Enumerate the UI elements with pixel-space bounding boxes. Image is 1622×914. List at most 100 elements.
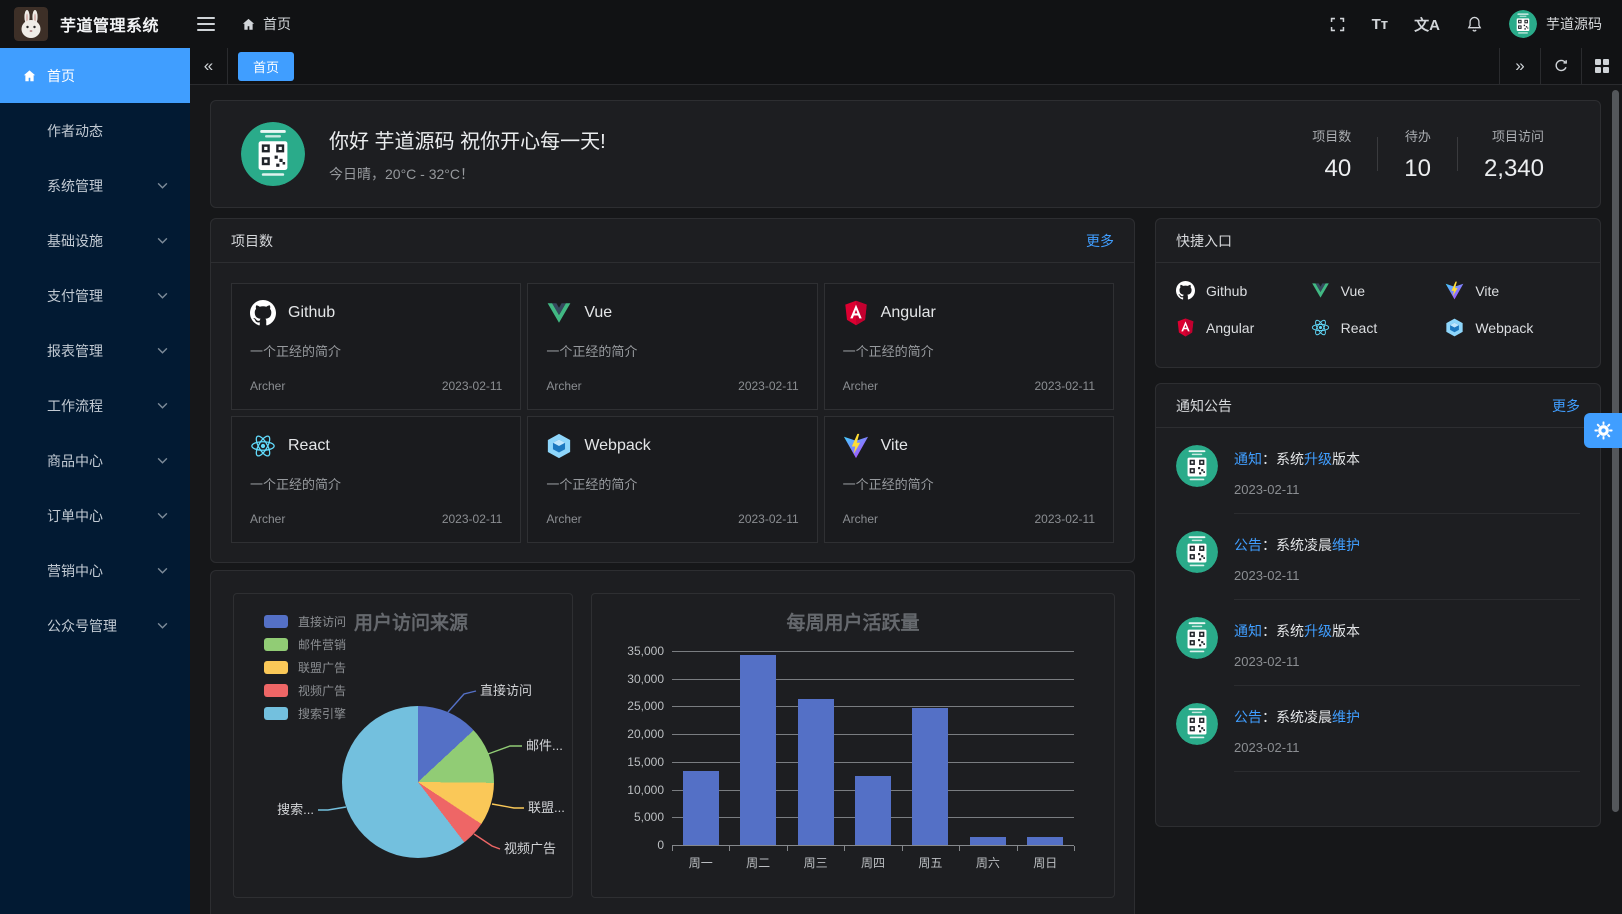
notice-body: 通知：系统升级版本 2023-02-11: [1234, 445, 1580, 514]
sidebar-item-label: 商品中心: [47, 452, 103, 469]
notice-body: 公告：系统凌晨维护 2023-02-11: [1234, 703, 1580, 772]
sidebar-item-2[interactable]: 系统管理: [0, 158, 190, 213]
angular-icon: [1176, 318, 1195, 337]
project-card-react[interactable]: React 一个正经的简介 Archer 2023-02-11: [231, 416, 522, 543]
stat-label: 项目数: [1312, 128, 1352, 144]
sidebar-item-10[interactable]: 公众号管理: [0, 598, 190, 653]
notice-item-1[interactable]: 公告：系统凌晨维护 2023-02-11: [1156, 514, 1600, 600]
layout-grid-icon[interactable]: [1581, 48, 1622, 84]
project-card-angular[interactable]: Angular 一个正经的简介 Archer 2023-02-11: [823, 283, 1114, 410]
notice-body: 公告：系统凌晨维护 2023-02-11: [1234, 531, 1580, 600]
tabs-scroll-left-icon[interactable]: «: [190, 48, 228, 84]
bar-周三: [797, 699, 834, 845]
greeting-text: 你好 芋道源码 祝你开心每一天!: [329, 130, 606, 153]
bar-周二: [740, 654, 777, 845]
chevron-down-icon: [157, 347, 168, 354]
sidebar-item-label: 订单中心: [47, 507, 103, 524]
chevron-down-icon: [157, 402, 168, 409]
projects-more-link[interactable]: 更多: [1086, 232, 1114, 249]
sidebar-item-4[interactable]: 支付管理: [0, 268, 190, 323]
sidebar-item-8[interactable]: 订单中心: [0, 488, 190, 543]
x-axis-tick-mark: [672, 846, 673, 851]
notice-highlight: 维护: [1332, 709, 1360, 725]
project-author: Archer: [842, 512, 878, 526]
sidebar-item-9[interactable]: 营销中心: [0, 543, 190, 598]
shortcut-vite[interactable]: Vite: [1445, 281, 1580, 300]
stats-row: 项目数 40 待办 10 项目访问 2,340: [1286, 126, 1570, 183]
notice-plain: 版本: [1332, 451, 1360, 467]
hamburger-menu-icon[interactable]: [197, 17, 216, 31]
gridline: [672, 678, 1074, 680]
x-axis-tick-mark: [844, 846, 846, 851]
project-author: Archer: [842, 379, 878, 393]
fullscreen-icon[interactable]: [1329, 16, 1346, 33]
vite-icon: [843, 433, 869, 459]
sidebar-item-home[interactable]: 首页: [0, 48, 190, 103]
notices-more-link[interactable]: 更多: [1552, 397, 1580, 414]
breadcrumb-label: 首页: [263, 16, 292, 32]
project-card-vite[interactable]: Vite 一个正经的简介 Archer 2023-02-11: [823, 416, 1114, 543]
y-axis-tick-label: 10,000: [627, 782, 664, 797]
x-axis-tick-label: 周四: [860, 856, 885, 870]
settings-fab[interactable]: [1584, 413, 1622, 448]
notice-date: 2023-02-11: [1234, 568, 1300, 583]
tab-home[interactable]: 首页: [238, 51, 295, 81]
legend-item-2[interactable]: 联盟广告: [264, 656, 346, 679]
shortcut-webpack[interactable]: Webpack: [1445, 318, 1580, 337]
project-name: Github: [288, 304, 336, 321]
project-card-top: React: [250, 433, 502, 459]
stat-0: 项目数 40: [1286, 126, 1377, 183]
stat-divider: [1377, 137, 1379, 171]
legend-item-3[interactable]: 视频广告: [264, 679, 346, 702]
sidebar-item-3[interactable]: 基础设施: [0, 213, 190, 268]
gridline: [672, 706, 1074, 708]
shortcut-angular[interactable]: Angular: [1176, 318, 1311, 337]
notice-item-0[interactable]: 通知：系统升级版本 2023-02-11: [1156, 428, 1600, 514]
bar-周一: [682, 771, 719, 845]
shortcut-vue[interactable]: Vue: [1311, 281, 1446, 300]
user-menu[interactable]: 芋道源码: [1509, 10, 1602, 38]
project-footer: Archer 2023-02-11: [250, 512, 502, 526]
project-name: Webpack: [584, 437, 651, 454]
shortcut-label: Github: [1206, 282, 1248, 299]
pie-chart-title: 用户访问来源: [354, 613, 469, 634]
notice-item-3[interactable]: 公告：系统凌晨维护 2023-02-11: [1156, 686, 1600, 772]
legend-swatch: [264, 707, 288, 720]
notice-highlight: 公告: [1234, 537, 1262, 553]
legend-label: 联盟广告: [298, 661, 347, 675]
legend-item-1[interactable]: 邮件营销: [264, 633, 346, 656]
legend-item-4[interactable]: 搜索引擎: [264, 702, 346, 725]
tabs-scroll-right-icon[interactable]: »: [1499, 48, 1540, 84]
project-card-top: Vue: [546, 300, 798, 326]
notices-card-title: 通知公告: [1176, 397, 1232, 414]
legend-item-0[interactable]: 直接访问: [264, 610, 346, 633]
project-card-vue[interactable]: Vue 一个正经的简介 Archer 2023-02-11: [527, 283, 818, 410]
shortcut-react[interactable]: React: [1311, 318, 1446, 337]
project-card-top: Webpack: [546, 433, 798, 459]
project-card-webpack[interactable]: Webpack 一个正经的简介 Archer 2023-02-11: [527, 416, 818, 543]
language-icon[interactable]: 文A: [1414, 14, 1440, 35]
notice-item-2[interactable]: 通知：系统升级版本 2023-02-11: [1156, 600, 1600, 686]
bar-chart-title: 每周用户活跃量: [786, 613, 920, 634]
page-scrollbar: [1608, 48, 1622, 914]
pie-chart: [342, 706, 494, 858]
font-size-icon[interactable]: Tт: [1371, 15, 1389, 33]
project-description: 一个正经的简介: [250, 344, 342, 359]
sidebar-item-label: 营销中心: [47, 562, 103, 579]
sidebar-item-5[interactable]: 报表管理: [0, 323, 190, 378]
projects-card: 项目数 更多 Github 一个正经的简介 Archer 2023-02-11 Vue 一…: [210, 218, 1135, 563]
project-card-top: Vite: [843, 433, 1095, 459]
sidebar-item-7[interactable]: 商品中心: [0, 433, 190, 488]
refresh-icon[interactable]: [1540, 48, 1581, 84]
sidebar-item-6[interactable]: 工作流程: [0, 378, 190, 433]
sidebar-item-1[interactable]: 作者动态: [0, 103, 190, 158]
project-card-github[interactable]: Github 一个正经的简介 Archer 2023-02-11: [231, 283, 522, 410]
breadcrumb[interactable]: 首页: [241, 14, 291, 34]
shortcut-github[interactable]: Github: [1176, 281, 1311, 300]
bell-icon[interactable]: [1466, 15, 1483, 33]
project-description: 一个正经的简介: [546, 477, 638, 492]
x-axis-tick-mark: [959, 846, 961, 851]
profile-avatar: [241, 122, 305, 186]
scrollbar-thumb[interactable]: [1612, 90, 1619, 812]
